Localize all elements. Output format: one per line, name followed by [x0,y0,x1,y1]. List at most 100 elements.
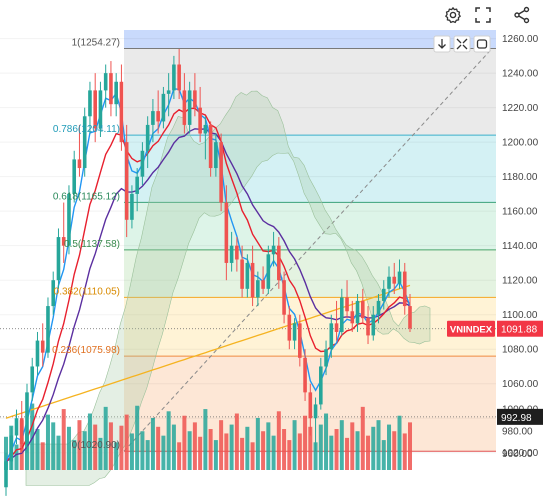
candle-body [360,300,365,319]
fib-label: 0(1020.90) [72,440,120,451]
price-tick-label: 1060.00 [502,379,539,390]
candle-body [9,435,14,462]
candle [93,73,97,143]
volume-bar [318,424,323,470]
candle [46,297,50,358]
price-tick-label: 1220.00 [502,103,539,114]
candle-body [124,142,129,220]
volume-bar [135,405,140,470]
volume-bar [250,442,255,470]
candle-body [319,366,323,405]
fullscreen-icon[interactable] [472,4,494,26]
candle [387,266,391,298]
candle-body [30,366,35,393]
candle [151,99,155,143]
candle-body [250,262,255,298]
volume-bar [30,403,35,470]
candle [140,142,145,186]
candle-body [271,245,276,255]
price-chart[interactable]: 1(1254.27) 0.786(1204.11) 0.618(1165.12) 0.… [0,30,543,500]
volume-bar [61,409,66,470]
volume-bar [240,437,245,470]
volume-bar [234,413,239,470]
candle [350,300,355,332]
candle [303,349,307,401]
candle-body [402,271,407,307]
volume-tick-label: 980.00 [502,427,533,438]
volume-bar [45,414,50,470]
candle [182,73,187,134]
volume-bar [14,444,19,470]
candle [334,300,339,341]
candle [376,294,381,324]
candle-body [98,90,103,129]
candle [298,314,302,367]
candle-body [77,159,82,169]
volume-bar [150,417,155,470]
candle-body [187,90,192,125]
candle-body [177,64,181,91]
candle-body [235,245,239,260]
fib-label: 0.236(1075.98) [52,345,120,356]
last-price-badge: 1091.88 [497,320,543,337]
candle-body [161,93,166,122]
volume-bar [140,431,145,470]
candle [124,124,129,238]
share-icon[interactable] [511,4,533,26]
price-tick-label: 1120.00 [502,276,538,287]
candle-body [224,202,229,263]
volume-bar [166,411,171,470]
volume-bar [182,415,187,470]
candle-body [334,323,339,332]
volume-bar [381,440,386,470]
symbol-label: VNINDEX [450,325,493,336]
candle-body [82,116,87,169]
candle [4,452,8,496]
candle [329,314,334,358]
reset-icon[interactable] [473,35,491,53]
fib-zone [124,297,496,357]
candle [72,150,77,203]
candle-body [4,461,8,488]
price-tick-label: 1160.00 [502,207,538,218]
candle-body [72,159,77,194]
candle-body [214,142,218,169]
gear-icon[interactable] [442,4,464,26]
candle-body [376,300,381,315]
volume-bar [114,442,119,470]
volume-bar [292,420,297,470]
candle [119,64,124,151]
price-badges: VNINDEX 1091.88 992.98 [447,320,543,425]
arrow-down-icon[interactable] [433,35,451,53]
volume-bar [313,442,318,470]
candle-body [166,90,171,94]
price-tick-label: 1080.00 [502,345,539,356]
candle [261,266,265,294]
candle-body [93,90,97,129]
candle-body [172,64,176,91]
candle-body [25,392,29,445]
price-tick-label: 1140.00 [502,241,538,252]
candle-body [51,280,56,307]
candle [266,245,271,294]
volume-bar [371,426,376,470]
candle-body [14,418,19,436]
volume-bar [93,424,98,470]
volume-bar [324,413,329,470]
collapse-icon[interactable] [453,35,471,53]
price-tick-label: 1180.00 [502,172,538,183]
price-tick-label: 1100.00 [502,310,538,321]
ma-mid-line [5,107,411,462]
symbol-badge: VNINDEX [447,320,495,337]
candle [408,294,412,332]
volume-bar [261,431,266,470]
price-tick-label: 1240.00 [502,69,539,80]
volume-bar [402,433,407,470]
candle-body [313,404,318,419]
fib-label: 0.618(1165.12) [53,191,120,202]
volume-bar [51,422,56,470]
candle [282,271,286,324]
candle [35,331,40,376]
volume-bar [66,426,71,470]
volume-bar [72,440,77,470]
